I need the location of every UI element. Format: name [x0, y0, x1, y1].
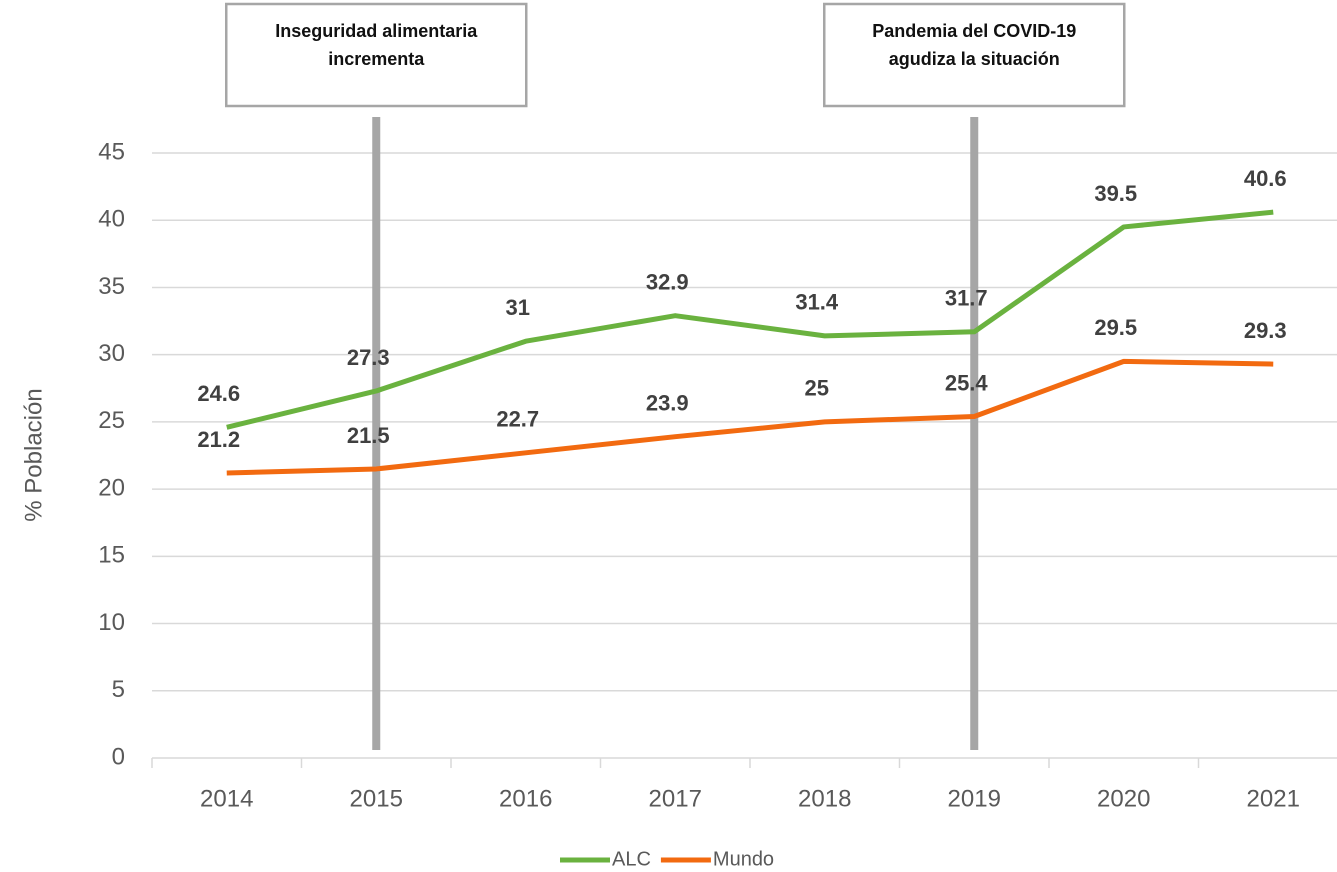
x-tick-label: 2014 [200, 785, 253, 812]
x-tick-label: 2020 [1097, 785, 1150, 812]
data-label: 27.3 [347, 345, 390, 370]
data-label: 21.2 [197, 427, 240, 452]
x-tick-label: 2018 [798, 785, 851, 812]
y-tick-label: 35 [98, 273, 125, 300]
data-label: 31.7 [945, 286, 988, 311]
data-label: 39.5 [1094, 181, 1137, 206]
legend-label: ALC [612, 848, 651, 870]
series-line [226, 358, 1274, 476]
x-tick-label: 2019 [948, 785, 1001, 812]
x-tick-label: 2016 [499, 785, 552, 812]
annotation-text: Pandemia del COVID-19 [872, 21, 1076, 41]
data-label: 25.4 [945, 370, 989, 395]
data-label: 32.9 [646, 269, 689, 294]
data-label: 31.4 [795, 290, 839, 315]
y-tick-label: 10 [98, 609, 125, 636]
annotation-text: incrementa [328, 49, 425, 69]
y-axis-label: % Población [20, 388, 47, 521]
annotation-box [225, 2, 528, 108]
x-tick-label: 2015 [350, 785, 403, 812]
data-label: 25 [805, 376, 829, 401]
x-tick-label: 2017 [649, 785, 702, 812]
y-tick-label: 25 [98, 407, 125, 434]
x-tick-label: 2021 [1247, 785, 1300, 812]
data-label: 23.9 [646, 390, 689, 415]
annotation-box [823, 2, 1126, 108]
data-label: 29.5 [1094, 315, 1137, 340]
y-tick-label: 40 [98, 206, 125, 233]
series-line [226, 209, 1274, 430]
data-label: 31 [506, 295, 530, 320]
legend-label: Mundo [713, 848, 774, 870]
y-tick-label: 15 [98, 542, 125, 569]
data-label: 24.6 [197, 381, 240, 406]
annotation-text: Inseguridad alimentaria [275, 21, 478, 41]
y-tick-label: 5 [112, 676, 125, 703]
data-label: 29.3 [1244, 318, 1287, 343]
y-tick-label: 30 [98, 340, 125, 367]
y-tick-label: 45 [98, 138, 125, 165]
data-label: 21.5 [347, 423, 390, 448]
y-tick-label: 20 [98, 474, 125, 501]
y-tick-label: 0 [112, 743, 125, 770]
data-label: 22.7 [496, 407, 539, 432]
annotation-text: agudiza la situación [889, 49, 1060, 69]
data-label: 40.6 [1244, 166, 1287, 191]
